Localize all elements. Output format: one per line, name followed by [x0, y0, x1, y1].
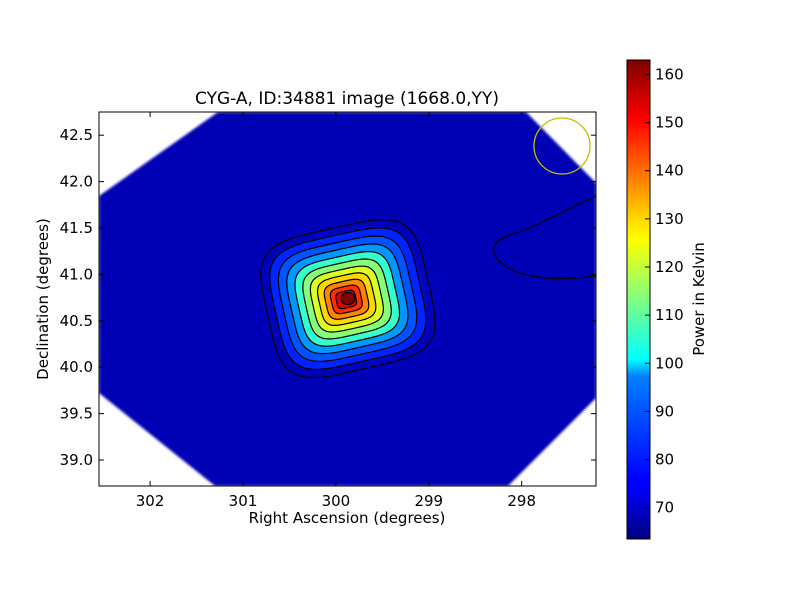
plot-area: [99, 112, 596, 486]
colorbar-tick-label: 70: [655, 499, 674, 517]
x-tick-label: 302: [136, 492, 165, 510]
y-tick-label: 42.5: [60, 126, 93, 144]
beam-circle: [533, 117, 591, 175]
colorbar-tick-label: 150: [655, 114, 684, 132]
colorbar-tick-label: 110: [655, 306, 684, 324]
colorbar-ticks: 70 80 90 100 110 120 130 140 150 160: [645, 65, 684, 517]
colorbar-tick-label: 90: [655, 402, 674, 420]
source-peak: [340, 291, 356, 306]
y-axis-label: Declination (degrees): [34, 218, 52, 380]
colorbar-tick-label: 140: [655, 162, 684, 180]
y-tick-label: 41.0: [60, 265, 93, 283]
colorbar-label: Power in Kelvin: [690, 242, 708, 356]
y-axis: 39.0 39.5 40.0 40.5 41.0 41.5 42.0 42.5: [60, 126, 596, 469]
colorbar-tick-label: 160: [655, 65, 684, 83]
x-tick-label: 300: [322, 492, 351, 510]
chart-title: CYG-A, ID:34881 image (1668.0,YY): [195, 89, 499, 109]
colorbar-tick-label: 100: [655, 354, 684, 372]
y-tick-label: 42.0: [60, 173, 93, 191]
y-tick-label: 39.5: [60, 405, 93, 423]
colorbar: [626, 59, 651, 540]
colorbar-tick-label: 130: [655, 210, 684, 228]
colorbar-tick-label: 80: [655, 451, 674, 469]
y-tick-label: 41.5: [60, 219, 93, 237]
x-axis-label: Right Ascension (degrees): [249, 509, 446, 527]
contour-level: [260, 219, 436, 379]
y-tick-label: 40.5: [60, 312, 93, 330]
contour-lines: [260, 219, 436, 379]
x-tick-label: 298: [507, 492, 536, 510]
x-tick-label: 299: [414, 492, 443, 510]
y-tick-label: 39.0: [60, 451, 93, 469]
x-axis: 302 301 300 299 298: [136, 112, 536, 510]
x-tick-label: 301: [229, 492, 258, 510]
colorbar-tick-label: 120: [655, 258, 684, 276]
plot-frame: [98, 111, 597, 487]
y-tick-label: 40.0: [60, 358, 93, 376]
outer-contour-right: [493, 195, 596, 280]
